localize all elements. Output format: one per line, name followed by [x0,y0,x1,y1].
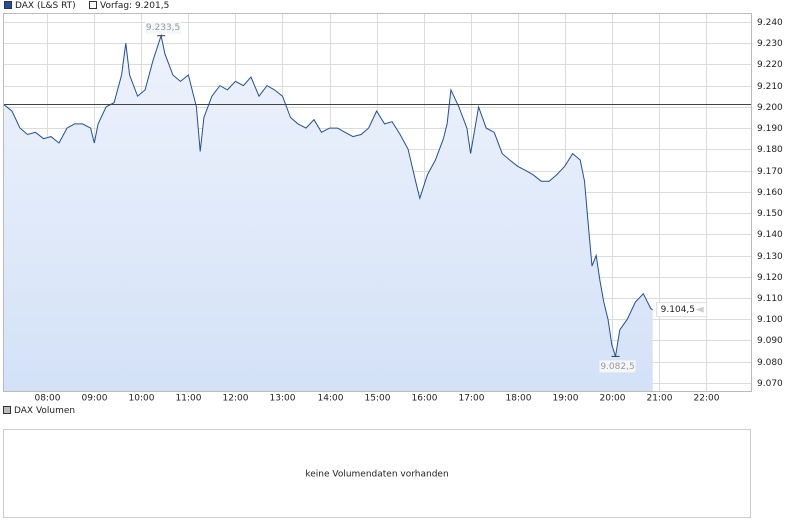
y-tick-label: 9.150 [757,209,783,219]
y-tick-label: 9.220 [757,60,783,70]
price-line [3,33,653,357]
legend-label: DAX (L&S RT) [15,1,76,11]
legend-label: Vorfag: 9.201,5 [100,1,169,11]
x-tick-label: 13:00 [270,394,296,404]
x-tick-label: 12:00 [223,394,249,404]
x-tick-label: 15:00 [365,394,391,404]
volume-legend-swatch [3,406,11,414]
legend-swatch [89,1,97,9]
y-tick-label: 9.120 [757,273,783,283]
x-tick-label: 21:00 [647,394,673,404]
y-tick-label: 9.090 [757,336,783,346]
y-tick-label: 9.110 [757,294,783,304]
y-tick-label: 9.130 [757,252,783,262]
volume-panel [3,429,751,518]
y-tick-label: 9.140 [757,230,783,240]
y-tick-label: 9.180 [757,145,783,155]
y-tick-label: 9.080 [757,358,783,368]
plot-border [3,13,752,392]
y-tick-label: 9.200 [757,103,783,113]
y-tick-label: 9.160 [757,188,783,198]
area-fill [4,35,653,391]
annotation-label: 9.104,5 [661,305,695,315]
x-tick-label: 08:00 [35,394,61,404]
x-tick-label: 22:00 [694,394,720,404]
y-tick-label: 9.230 [757,39,783,49]
x-tick-label: 11:00 [176,394,202,404]
marks [3,21,751,391]
volume-legend: DAX Volumen [14,406,75,416]
y-tick-label: 9.190 [757,124,783,134]
x-tick-label: 19:00 [553,394,579,404]
x-tick-label: 14:00 [318,394,344,404]
y-tick-label: 9.240 [757,18,783,28]
annotation-box [145,21,182,34]
annotation-label: 9.082,5 [600,362,634,372]
x-tick-label: 18:00 [506,394,532,404]
y-tick-label: 9.070 [757,379,783,389]
x-tick-label: 20:00 [600,394,626,404]
x-tick-label: 16:00 [412,394,438,404]
annotation-label: 9.233,5 [146,23,180,33]
y-tick-label: 9.210 [757,82,783,92]
y-tick-label: 9.170 [757,167,783,177]
volume-message: keine Volumendaten vorhanden [305,470,448,480]
x-tick-label: 09:00 [82,394,108,404]
annotation-box [599,360,636,373]
annotation-arrow [695,306,704,313]
y-tick-label: 9.100 [757,315,783,325]
legend-swatch [4,1,12,9]
x-tick-label: 17:00 [459,394,485,404]
x-tick-label: 10:00 [129,394,155,404]
annotation-box [656,302,708,318]
